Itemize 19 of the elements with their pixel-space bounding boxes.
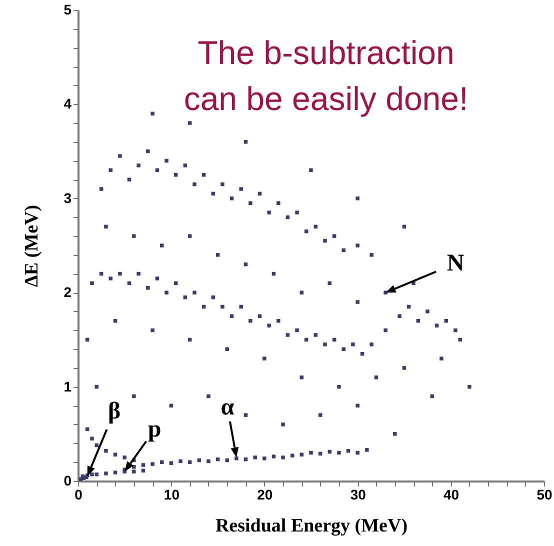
y-tick-label: 4 [64,96,72,112]
y-tick-label: 5 [64,2,72,18]
x-tick-label: 30 [350,486,366,502]
y-tick-label: 3 [64,190,72,206]
annotation: p [148,416,162,443]
x-tick-label: 20 [257,486,273,502]
y-tick-label: 1 [64,378,72,394]
annotation: The b-subtraction can be easily done! [184,34,468,117]
annotation: α [220,394,235,420]
y-tick-label: 2 [64,284,72,300]
y-axis-title: ΔE (MeV) [22,204,43,288]
x-tick-label: 10 [164,486,180,502]
y-tick-label: 0 [64,472,72,488]
annotation: N [446,250,465,277]
x-tick-label: 40 [444,486,460,502]
x-tick-label: 0 [74,486,83,502]
x-axis-title: Residual Energy (MeV) [215,516,408,536]
annotation: β [108,398,121,424]
x-tick-label: 50 [536,486,552,502]
